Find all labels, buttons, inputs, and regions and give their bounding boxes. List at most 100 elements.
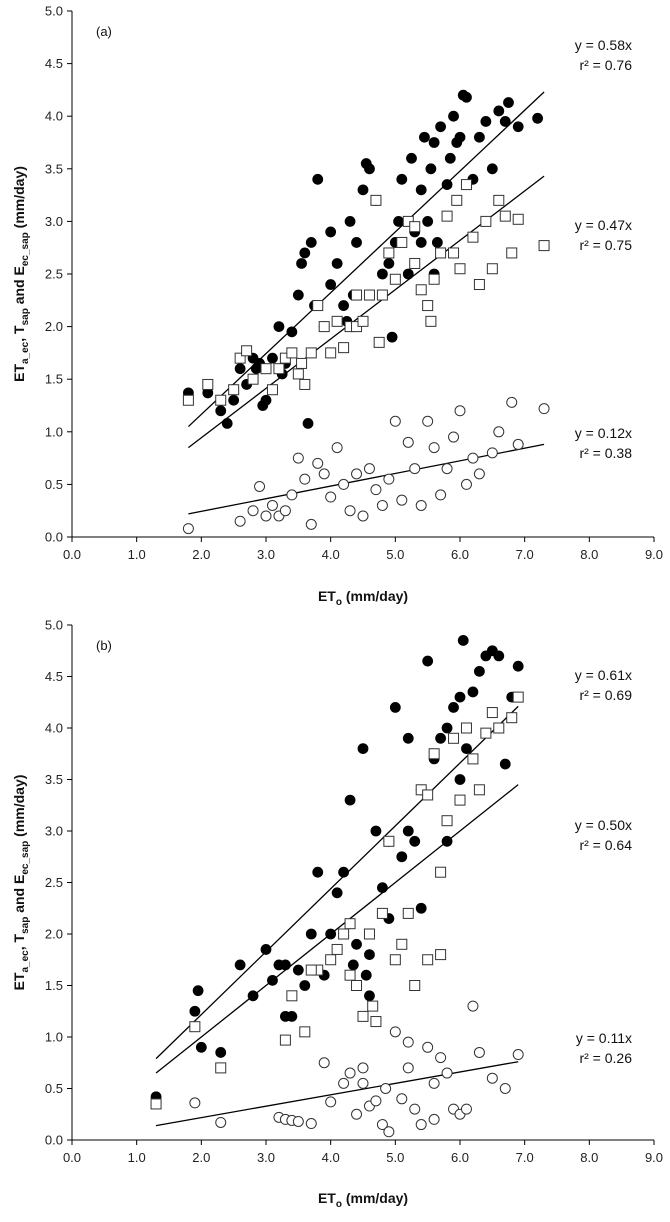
panel-label: (a): [96, 24, 112, 39]
data-point-filled-circle: [364, 163, 375, 175]
y-tick-label: 1.0: [45, 424, 63, 439]
x-axis-label-units: (mm/day): [342, 1190, 408, 1206]
y-tick-label: 1.5: [45, 372, 63, 387]
data-point-filled-circle: [499, 758, 511, 770]
data-point-open-circle: [325, 491, 337, 503]
data-point-open-circle: [506, 396, 518, 408]
x-axis-label: ETo (mm/day): [318, 588, 408, 608]
data-point-open-square: [473, 279, 485, 291]
data-point-filled-circle: [370, 825, 382, 837]
x-tick-label: 5.0: [386, 1150, 404, 1165]
data-point-open-square: [150, 1098, 162, 1110]
data-point-open-circle: [344, 1067, 356, 1079]
x-tick-label: 5.0: [386, 547, 404, 562]
data-point-open-circle: [493, 426, 505, 438]
x-tick-label: 2.0: [192, 1150, 210, 1165]
data-point-open-circle: [389, 415, 401, 427]
data-point-open-circle: [189, 1097, 201, 1109]
data-point-filled-circle: [473, 665, 485, 677]
data-point-open-circle: [473, 1046, 485, 1058]
data-point-open-circle: [460, 478, 472, 490]
x-tick-label: 3.0: [257, 1150, 275, 1165]
data-point-open-circle: [409, 1103, 421, 1115]
data-point-filled-circle: [312, 173, 324, 185]
data-point-open-square: [435, 949, 447, 961]
data-point-filled-circle: [422, 215, 434, 227]
data-point-open-square: [409, 221, 421, 233]
data-point-open-circle: [428, 442, 440, 454]
x-tick-label: 6.0: [451, 547, 469, 562]
y-tick-label: 2.0: [45, 319, 63, 334]
data-point-open-square: [331, 943, 343, 955]
data-point-filled-circle: [467, 686, 479, 698]
data-point-open-circle: [215, 1116, 227, 1128]
data-point-open-circle: [402, 1062, 414, 1074]
data-point-filled-circle: [389, 702, 401, 713]
data-point-open-square: [448, 732, 460, 744]
data-point-open-circle: [376, 1119, 388, 1131]
data-point-open-square: [473, 784, 485, 796]
data-point-open-circle: [357, 1077, 369, 1089]
data-point-open-circle: [318, 468, 330, 480]
data-point-open-square: [299, 1026, 311, 1038]
data-point-filled-circle: [228, 394, 240, 406]
data-point-filled-circle: [493, 650, 505, 662]
y-axis-label-part: sap: [20, 308, 31, 325]
data-point-open-square: [486, 707, 498, 719]
data-point-open-circle: [467, 452, 479, 464]
data-point-filled-circle: [441, 835, 453, 847]
y-tick-label: 3.5: [45, 161, 63, 176]
data-point-filled-circle: [457, 635, 469, 646]
data-point-open-square: [499, 210, 511, 222]
data-point-open-square: [506, 712, 518, 724]
data-point-filled-circle: [279, 959, 291, 971]
data-point-filled-circle: [344, 794, 356, 806]
regression-line: [155, 705, 519, 1060]
x-tick-label: 1.0: [128, 1150, 146, 1165]
data-point-open-circle: [376, 499, 388, 511]
regression-equation: y = 0.11x: [576, 1030, 632, 1046]
y-axis-label-part: and E: [11, 875, 27, 917]
data-point-open-square: [344, 969, 356, 981]
x-tick-label: 0.0: [63, 1150, 81, 1165]
data-point-filled-circle: [415, 237, 427, 248]
y-tick-label: 0.0: [45, 530, 63, 545]
data-point-filled-circle: [260, 944, 272, 955]
panel-b: 0.0 0.5 1.0 1.5 2.0 2.5 3.0 3.5 4.0 4.5 5.0 0.0 1.0 2…: [11, 618, 663, 1211]
data-point-filled-circle: [351, 938, 362, 950]
data-point-open-square: [202, 378, 214, 390]
data-point-open-circle: [486, 1072, 498, 1084]
data-point-open-square: [448, 247, 460, 259]
data-point-filled-circle: [331, 258, 343, 269]
data-point-open-circle: [422, 1041, 434, 1053]
y-tick-label: 2.5: [45, 267, 63, 282]
data-point-filled-circle: [299, 247, 311, 259]
x-tick-label: 2.0: [192, 547, 210, 562]
data-point-open-circle: [402, 436, 414, 448]
x-tick-label: 9.0: [645, 547, 663, 562]
data-point-filled-circle: [396, 851, 408, 863]
data-point-filled-circle: [215, 405, 227, 417]
data-point-open-square: [344, 918, 356, 930]
data-point-filled-circle: [338, 866, 350, 878]
data-point-open-circle: [292, 452, 304, 464]
data-point-open-square: [486, 263, 498, 275]
data-point-open-circle: [409, 463, 421, 475]
data-point-open-circle: [370, 1095, 382, 1107]
data-point-open-square: [182, 394, 194, 406]
y-tick-label: 1.5: [45, 978, 63, 993]
data-point-open-square: [422, 789, 434, 801]
regression-equation: y = 0.61x: [575, 667, 632, 683]
data-point-open-square: [460, 179, 472, 191]
data-point-open-square: [338, 928, 350, 940]
x-tick-label: 3.0: [257, 547, 275, 562]
data-point-open-square: [266, 384, 278, 396]
x-axis-label-units: (mm/day): [342, 588, 408, 604]
data-point-filled-circle: [325, 279, 337, 290]
data-point-open-circle: [279, 505, 291, 517]
data-point-open-circle: [448, 431, 460, 443]
data-point-open-circle: [260, 510, 272, 522]
panel-label: (b): [96, 638, 112, 653]
x-tick-label: 7.0: [516, 1150, 534, 1165]
data-point-open-square: [273, 363, 285, 375]
